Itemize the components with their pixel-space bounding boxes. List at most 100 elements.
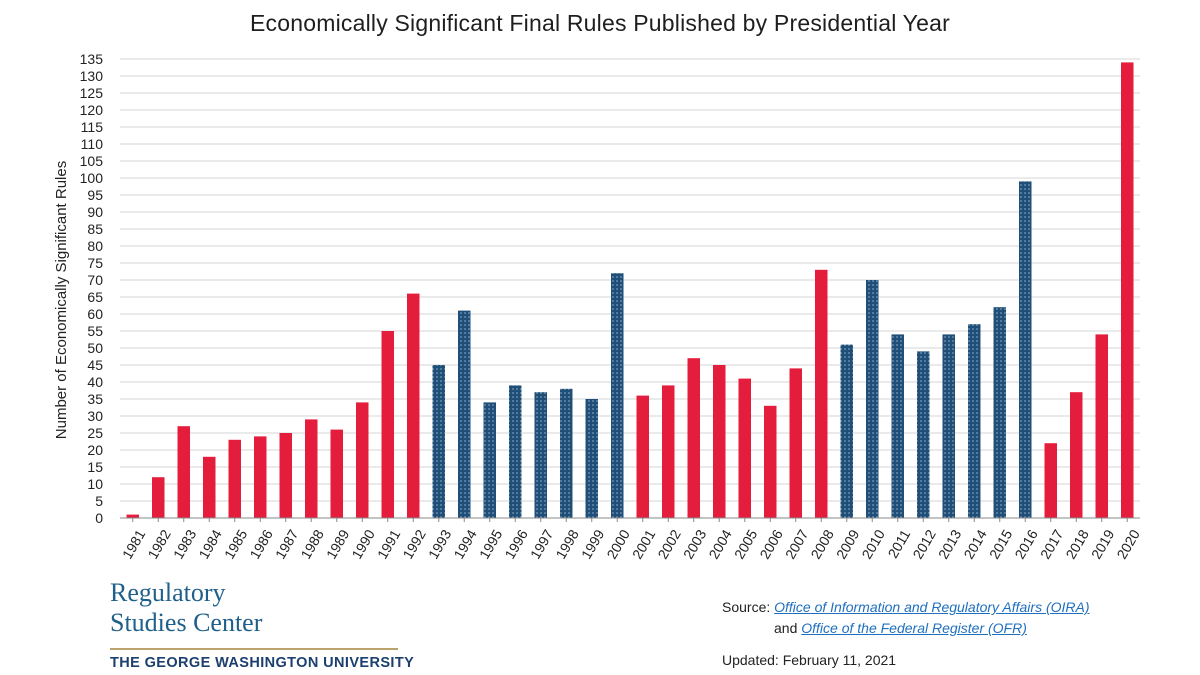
x-tick-label: 1994 [450, 527, 480, 562]
x-tick-label: 2018 [1062, 527, 1092, 562]
x-tick-label: 2013 [935, 527, 965, 562]
bar-1981 [126, 514, 139, 518]
gridlines [120, 58, 1140, 502]
y-tick-label: 95 [87, 187, 103, 203]
y-tick-label: 130 [80, 68, 104, 84]
bar-1982 [152, 477, 165, 518]
y-tick-label: 25 [87, 425, 103, 441]
bar-1989 [330, 429, 343, 518]
x-tick-label: 1989 [323, 527, 353, 562]
y-tick-label: 20 [87, 442, 103, 458]
x-tick-label: 1997 [527, 527, 557, 562]
y-tick-label: 115 [81, 119, 104, 135]
y-tick-label: 60 [87, 306, 103, 322]
x-tick-label: 2015 [986, 527, 1016, 562]
y-tick-label: 50 [87, 340, 103, 356]
x-tick-label: 1981 [119, 527, 149, 562]
bar-2005 [738, 378, 751, 518]
chart-title: Economically Significant Final Rules Pub… [250, 10, 950, 36]
y-tick-label: 5 [95, 493, 103, 509]
updated-date: Updated: February 11, 2021 [722, 652, 897, 668]
bar-2020 [1121, 62, 1134, 519]
logo-university: THE GEORGE WASHINGTON UNIVERSITY [110, 655, 415, 671]
bar-2002 [662, 385, 675, 518]
x-tick-label: 2003 [680, 527, 710, 562]
x-tick-label: 2011 [884, 527, 913, 561]
y-tick-label: 15 [87, 459, 103, 475]
y-tick-label: 65 [87, 289, 103, 305]
y-tick-label: 100 [80, 170, 104, 186]
oira-link[interactable]: Office of Information and Regulatory Aff… [774, 599, 1090, 615]
y-tick-label: 80 [87, 238, 103, 254]
bar-1996 [509, 385, 522, 518]
x-tick-label: 1987 [272, 527, 302, 562]
x-tick-label: 2009 [833, 527, 863, 562]
x-tick-label: 1998 [552, 527, 582, 562]
bar-1993 [432, 365, 445, 518]
bar-2006 [764, 405, 777, 518]
y-tick-label: 110 [81, 136, 104, 152]
x-tick-label: 2008 [807, 527, 837, 562]
y-tick-label: 135 [80, 51, 104, 67]
y-tick-label: 70 [87, 272, 103, 288]
x-tick-label: 1988 [297, 527, 327, 562]
bar-2012 [917, 351, 930, 518]
regulatory-studies-center-logo: Regulatory Studies Center THE GEORGE WAS… [110, 578, 414, 671]
bar-2008 [815, 269, 828, 518]
bar-2019 [1095, 334, 1108, 518]
bar-1983 [177, 426, 190, 518]
x-tick-label: 2006 [756, 527, 786, 562]
y-tick-label: 90 [87, 204, 103, 220]
x-tick-label: 2004 [705, 527, 735, 562]
bar-2000 [611, 273, 624, 518]
bar-1986 [254, 436, 267, 518]
y-tick-label: 40 [87, 374, 103, 390]
x-tick-label: 1986 [246, 527, 276, 562]
bar-2013 [942, 334, 955, 518]
bar-1990 [356, 402, 369, 518]
x-tick-label: 2019 [1088, 527, 1118, 562]
x-tick-label: 2007 [782, 527, 812, 562]
bar-1998 [560, 388, 573, 518]
bar-1985 [228, 439, 241, 518]
y-tick-label: 125 [80, 85, 104, 101]
y-tick-label: 55 [87, 323, 103, 339]
bar-2018 [1070, 392, 1083, 518]
x-tick-label: 1996 [501, 527, 531, 562]
bar-1988 [305, 419, 318, 518]
bar-2010 [866, 280, 879, 518]
bar-2001 [636, 395, 649, 518]
y-tick-label: 85 [87, 221, 103, 237]
x-tick-label: 2012 [909, 527, 939, 562]
bar-2007 [789, 368, 802, 518]
bar-2011 [891, 334, 904, 518]
x-tick-label: 1984 [195, 527, 225, 562]
bar-2003 [687, 358, 700, 518]
x-tick-label: 2016 [1011, 527, 1041, 562]
ofr-link[interactable]: Office of the Federal Register (OFR) [801, 620, 1027, 636]
bar-2017 [1044, 443, 1057, 518]
x-tick-label: 2002 [654, 527, 684, 562]
source-note: Source: Office of Information and Regula… [722, 597, 1090, 639]
y-tick-label: 30 [87, 408, 103, 424]
y-tick-label: 45 [87, 357, 103, 373]
x-tick-label: 2017 [1037, 527, 1067, 562]
x-tick-labels: 1981198219831984198519861987198819891990… [119, 518, 1143, 562]
x-tick-label: 1990 [348, 527, 378, 562]
bars [126, 62, 1134, 519]
y-tick-labels: 0510152025303540455055606570758085909510… [80, 51, 104, 526]
source-and: and [774, 620, 798, 636]
x-tick-label: 1983 [170, 527, 200, 562]
bar-2009 [840, 344, 853, 518]
y-tick-label: 105 [80, 153, 104, 169]
bar-1995 [483, 402, 496, 518]
bar-1991 [381, 331, 394, 518]
bar-1997 [534, 392, 547, 518]
bar-1994 [458, 310, 471, 518]
y-tick-label: 10 [87, 476, 103, 492]
source-prefix: Source: [722, 599, 771, 615]
y-tick-label: 120 [80, 102, 104, 118]
x-tick-label: 2014 [960, 527, 990, 562]
y-tick-label: 35 [87, 391, 103, 407]
bar-1984 [203, 456, 216, 518]
